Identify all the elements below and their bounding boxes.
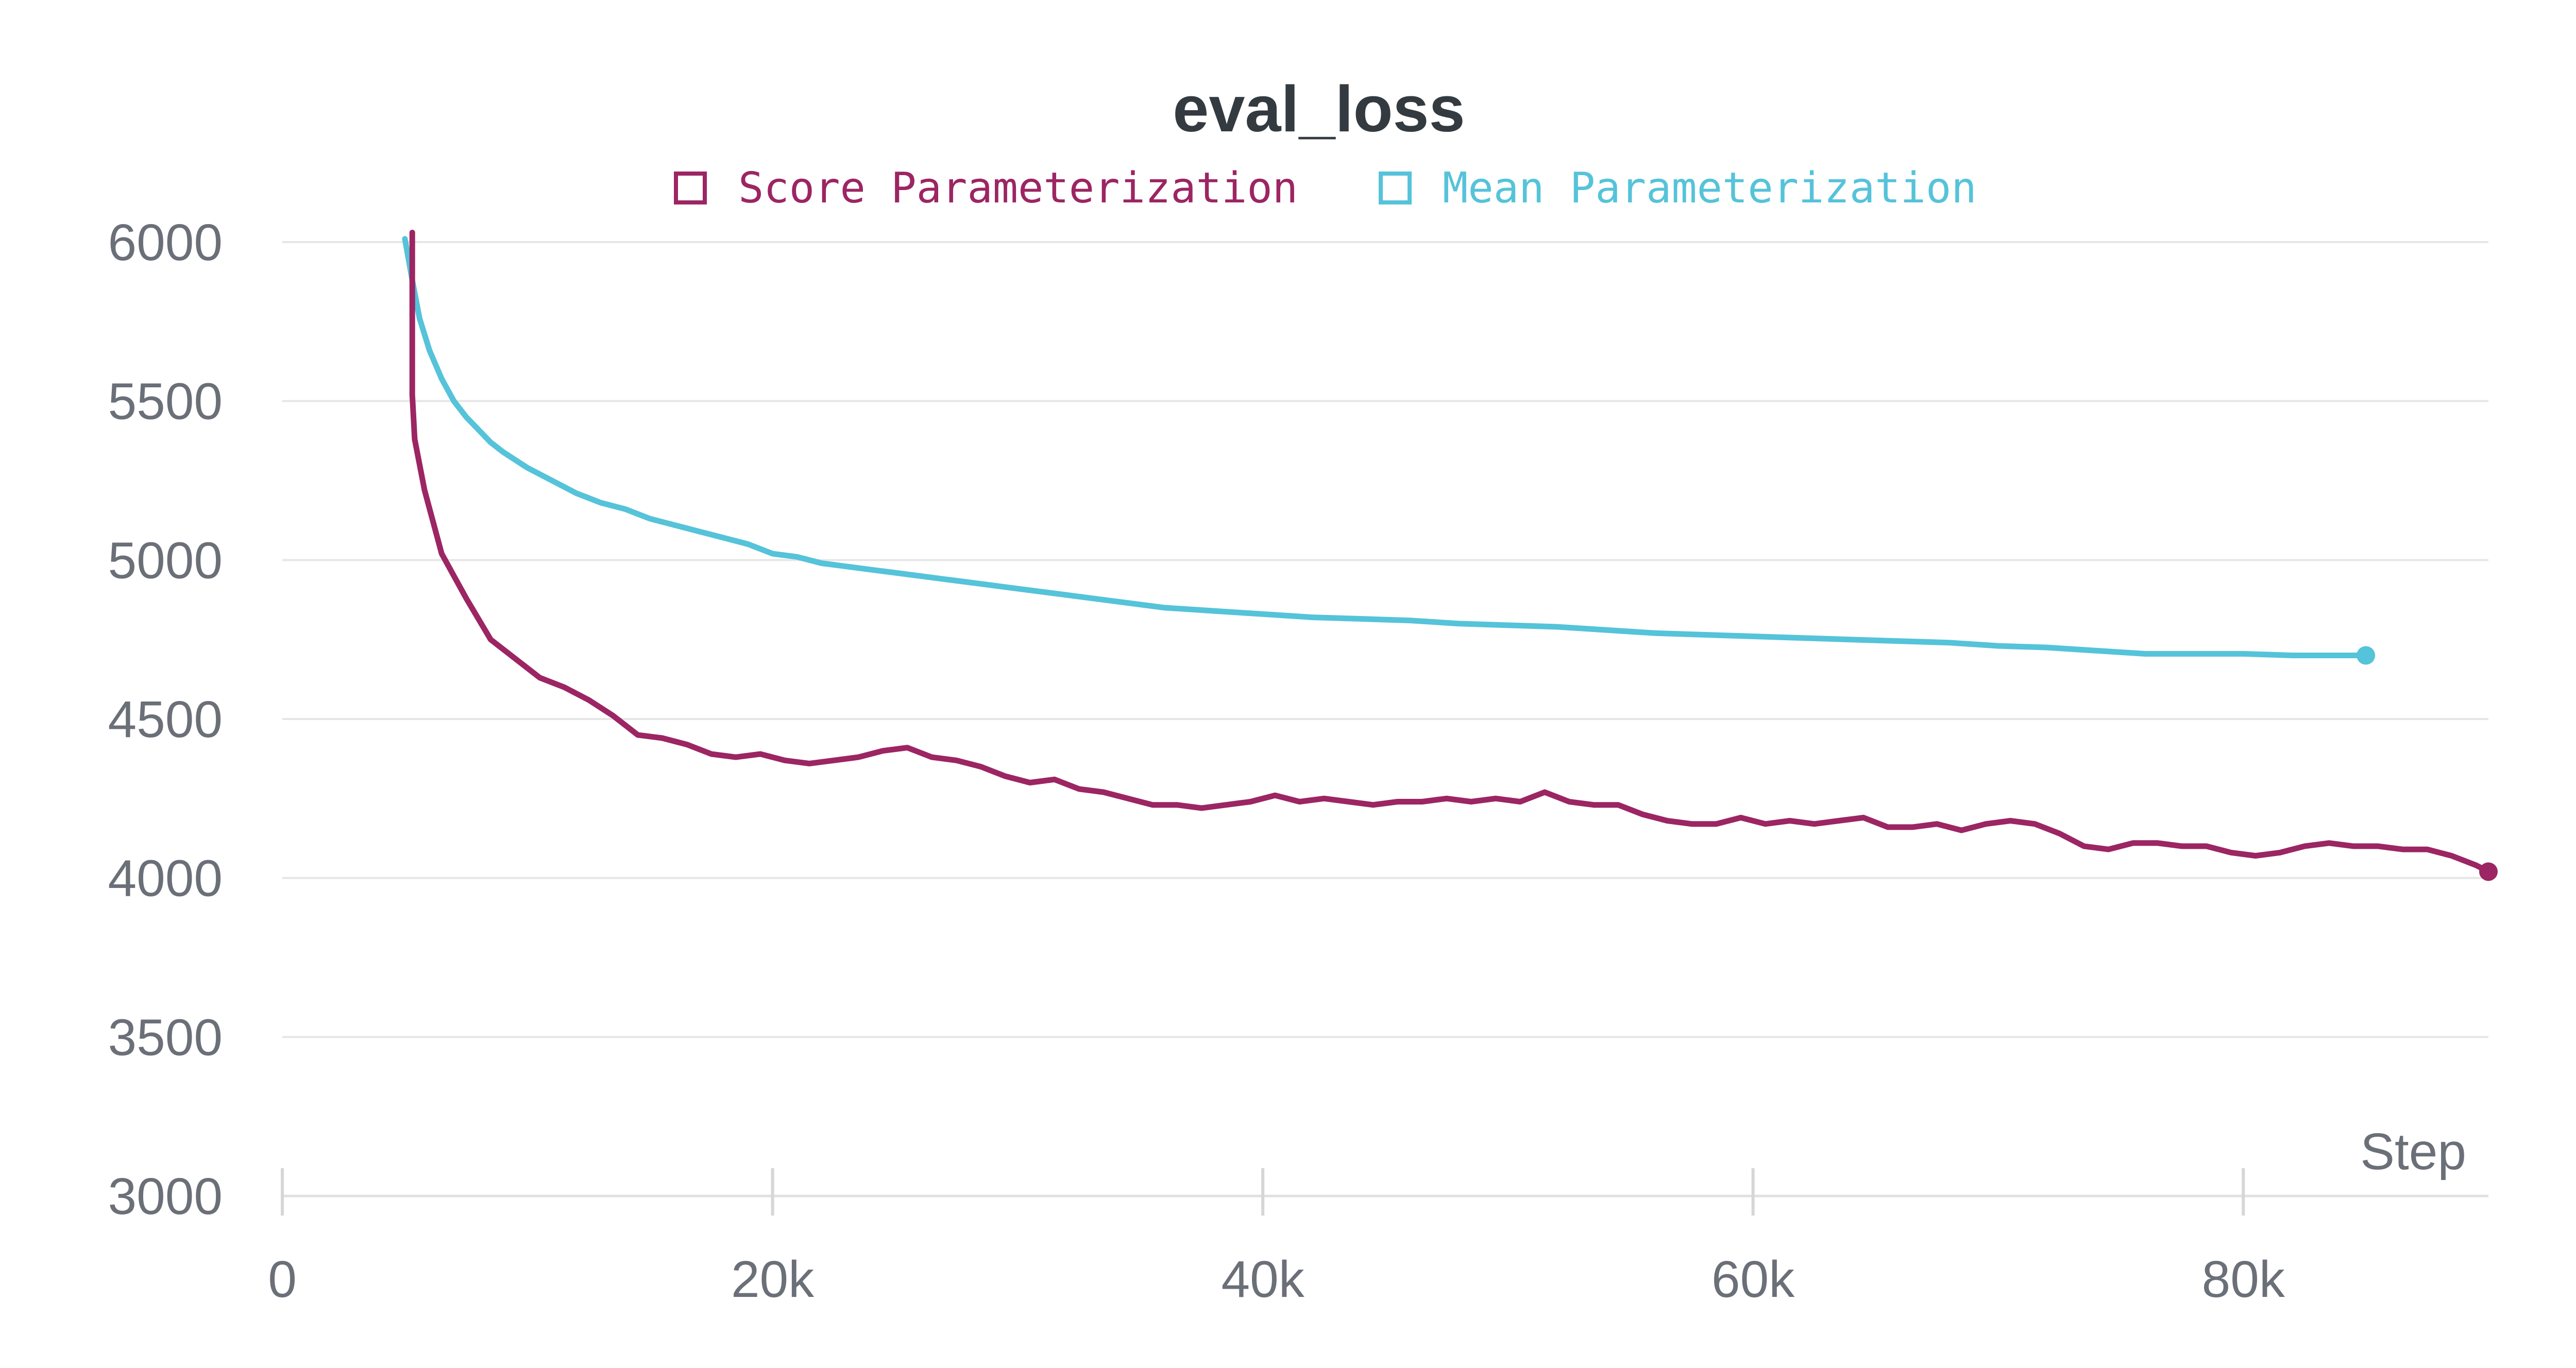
y-axis-ticks: 3000 3500 4000 4500 5000 5500 6000 xyxy=(108,214,223,1225)
chart-title: eval_loss xyxy=(1173,73,1465,145)
x-tick-label-20000: 20k xyxy=(731,1251,815,1308)
legend-label-score: Score Parameterization xyxy=(738,164,1298,213)
x-tick-label-0: 0 xyxy=(268,1251,297,1308)
y-tick-label-6000: 6000 xyxy=(108,214,223,271)
x-axis-ticks: 0 20k 40k 60k 80k xyxy=(268,1168,2285,1308)
legend: Score Parameterization Mean Parameteriza… xyxy=(674,164,1977,213)
y-tick-label-3000: 3000 xyxy=(108,1168,223,1225)
x-axis-label: Step xyxy=(2360,1123,2466,1181)
y-tick-label-5000: 5000 xyxy=(108,532,223,589)
series-line-score[interactable] xyxy=(409,230,2492,875)
x-tick-label-60000: 60k xyxy=(1711,1251,1795,1308)
legend-item-mean[interactable]: Mean Parameterization xyxy=(1379,164,1977,213)
series-line-mean[interactable] xyxy=(402,236,2369,658)
y-tick-label-4500: 4500 xyxy=(108,691,223,748)
y-tick-label-5500: 5500 xyxy=(108,373,223,431)
x-tick-label-40000: 40k xyxy=(1221,1251,1304,1308)
series-endpoint-mean[interactable] xyxy=(2357,646,2376,665)
series-endpoint-score[interactable] xyxy=(2479,862,2498,881)
gridlines xyxy=(282,241,2488,1198)
legend-swatch-score xyxy=(674,172,707,204)
legend-label-mean: Mean Parameterization xyxy=(1443,164,1977,213)
legend-item-score[interactable]: Score Parameterization xyxy=(674,164,1298,213)
legend-swatch-mean xyxy=(1379,172,1412,204)
series-layer xyxy=(402,230,2498,881)
x-tick-label-80000: 80k xyxy=(2202,1251,2285,1308)
y-tick-label-3500: 3500 xyxy=(108,1008,223,1066)
y-tick-label-4000: 4000 xyxy=(108,850,223,908)
